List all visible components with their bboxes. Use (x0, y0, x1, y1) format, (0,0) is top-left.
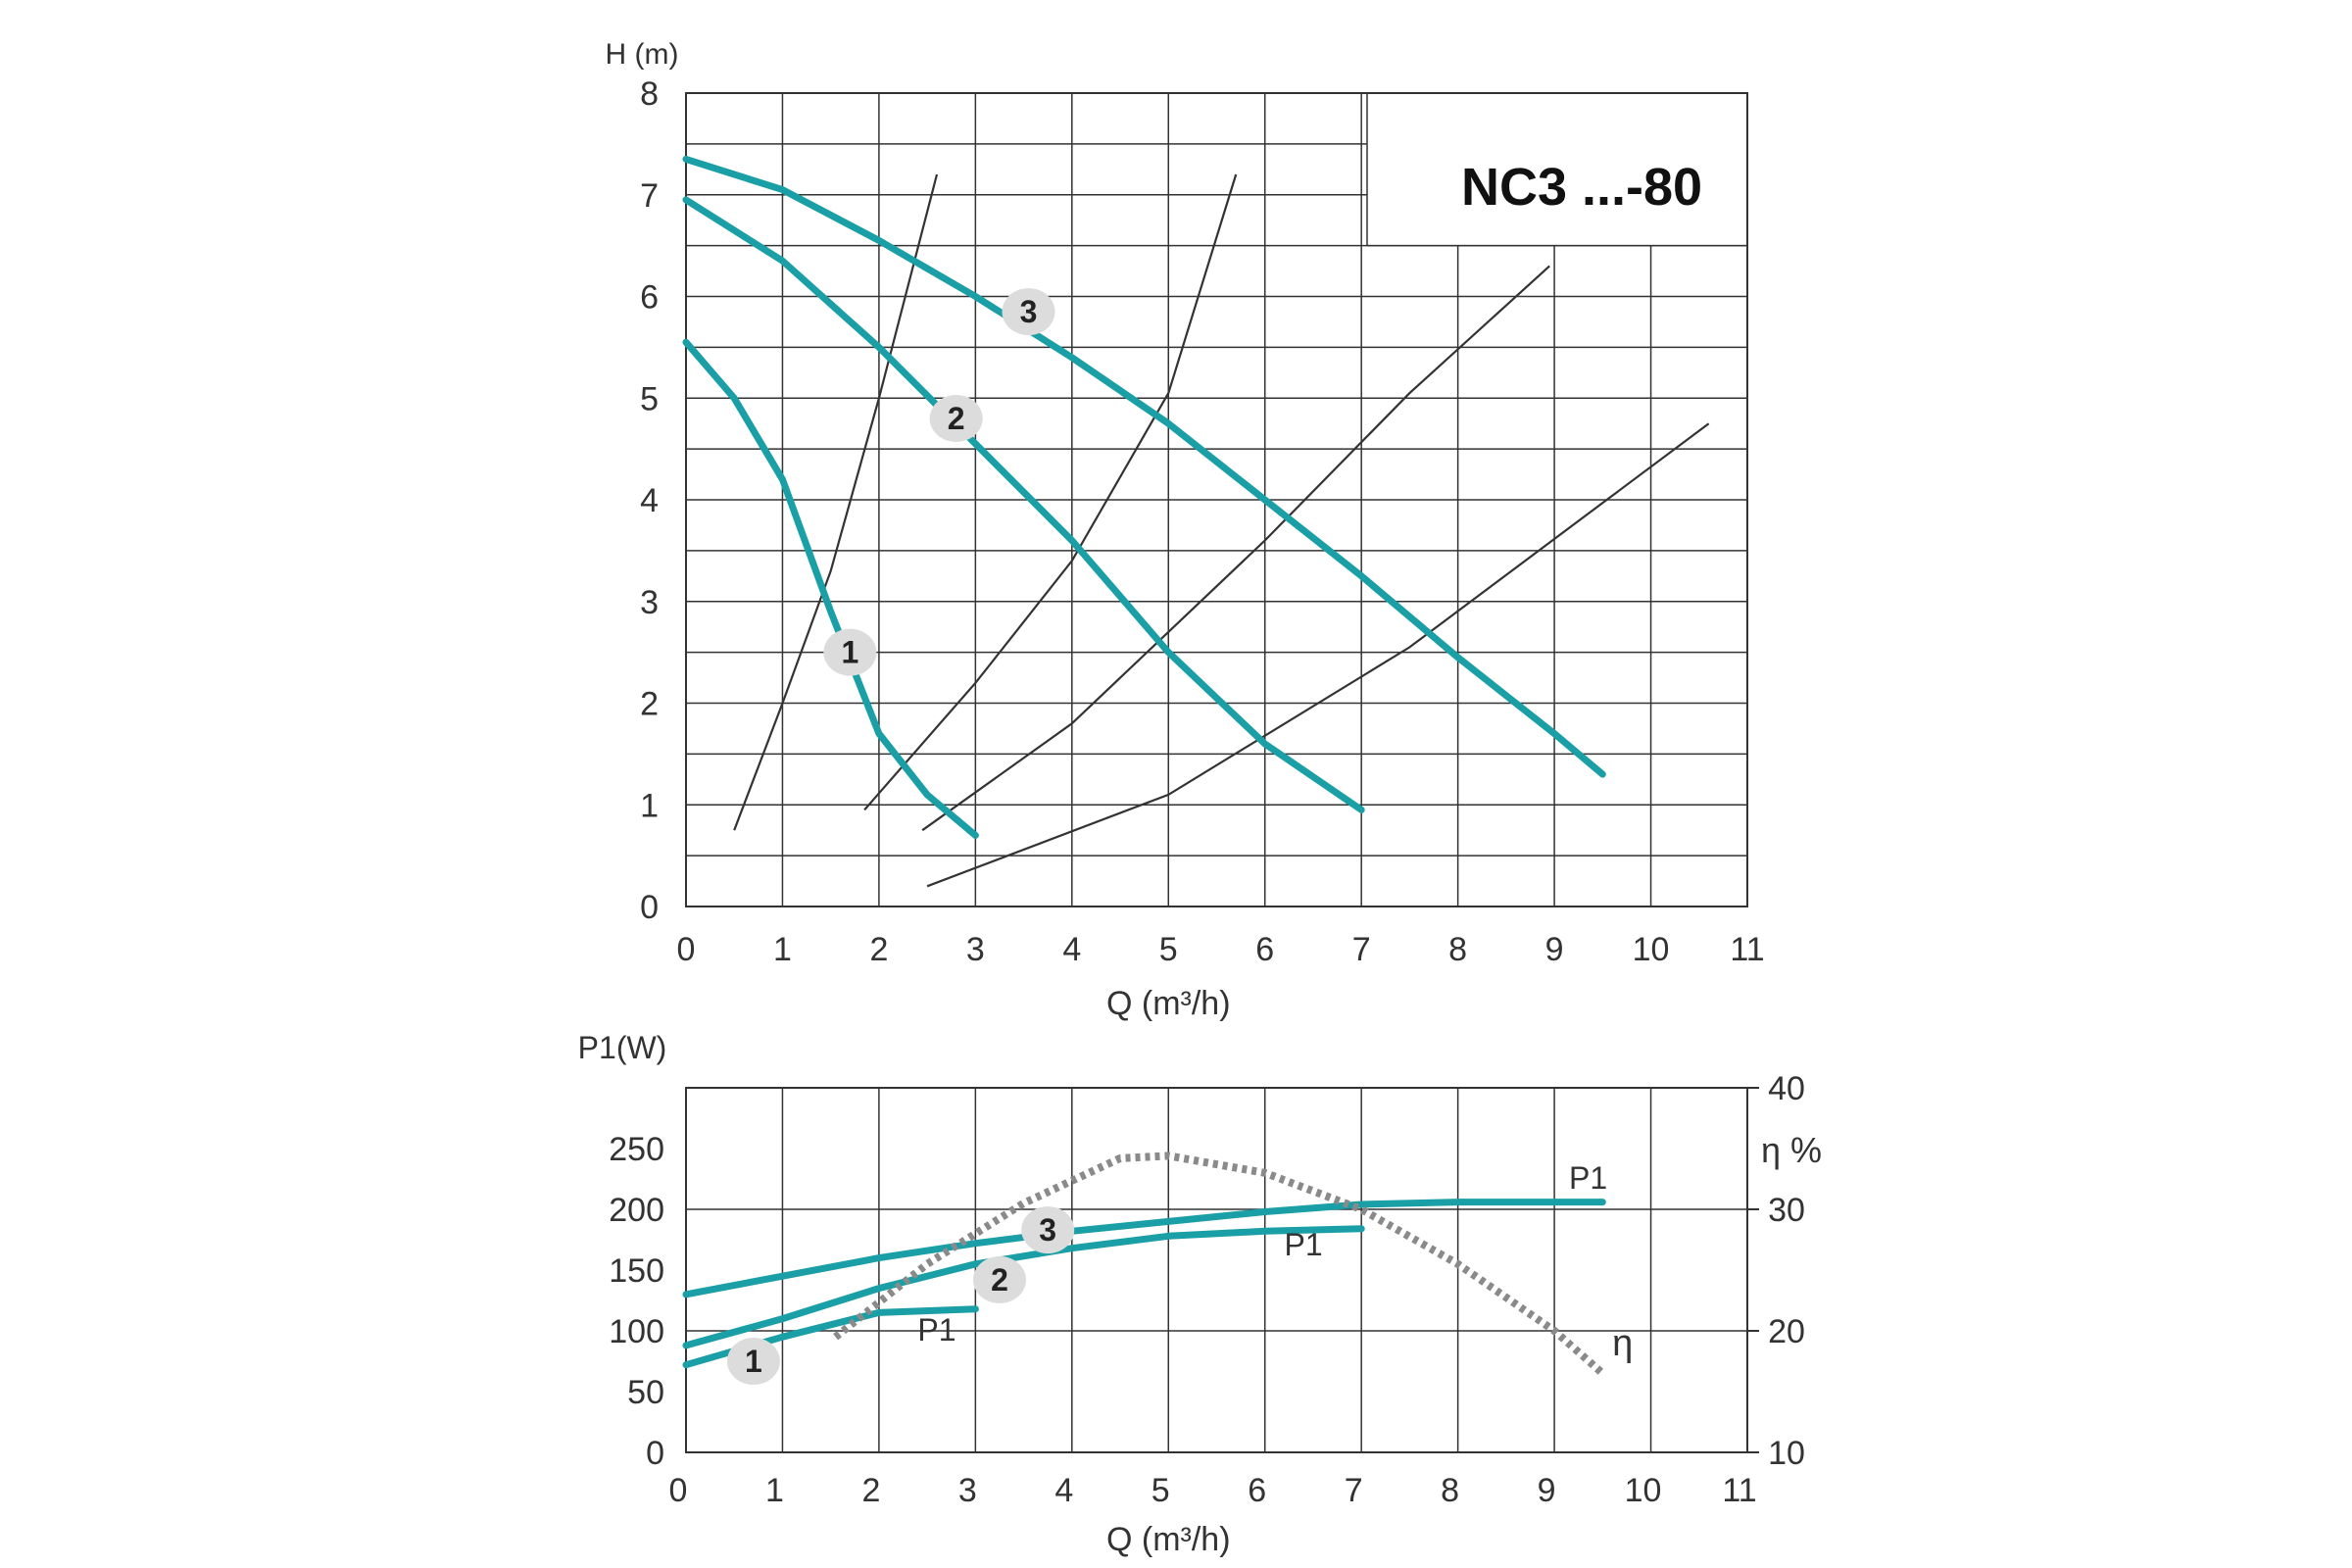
x-tick-label: 0 (677, 931, 696, 968)
power-chart-right-ticks: 10 20 30 40 (1768, 1070, 1805, 1472)
x-tick-label: 3 (958, 1472, 977, 1509)
y-tick-label: 6 (640, 279, 659, 317)
x-tick-label: 0 (669, 1472, 688, 1509)
power-chart-x-ticks: 0 1 2 3 4 5 6 7 8 9 10 11 (669, 1472, 1757, 1509)
power-curve-badge-2-circle (972, 1255, 1026, 1303)
power-curve-label: P1 (917, 1312, 956, 1348)
y-tick-label: 100 (609, 1313, 664, 1350)
power-chart-badges: 1 23 (726, 1206, 1075, 1385)
head-chart-y-ticks: 0 1 2 3 4 5 6 7 8 (640, 75, 659, 926)
y-tick-label: 0 (640, 889, 659, 926)
power-curve-2 (682, 1225, 1365, 1349)
efficiency-curve-label: η (1612, 1323, 1633, 1364)
power-curve-3 (682, 1199, 1606, 1298)
right-tick-label: 40 (1768, 1070, 1805, 1107)
x-tick-label: 11 (1722, 1472, 1756, 1509)
y-tick-label: 7 (640, 177, 659, 215)
system-curve (733, 173, 939, 831)
y-tick-label: 250 (609, 1131, 664, 1168)
pump-curve-badge-2-circle (929, 395, 983, 442)
y-tick-label: 200 (609, 1192, 664, 1229)
x-tick-label: 1 (773, 931, 792, 968)
power-curve-label: P1 (1569, 1160, 1607, 1196)
x-tick-label: 5 (1152, 1472, 1170, 1509)
pump-curve-badge-3-circle (1002, 288, 1055, 336)
right-tick-label: 10 (1768, 1435, 1805, 1472)
pump-curve-badge-1-text: 1 (841, 635, 858, 670)
head-chart-x-label: Q (m³/h) (1106, 985, 1231, 1022)
y-tick-label: 5 (640, 380, 659, 417)
x-tick-label: 3 (966, 931, 985, 968)
y-tick-label: 4 (640, 482, 659, 519)
pump-curve-2 (682, 196, 1365, 813)
power-curve-badge-3-circle (1021, 1206, 1075, 1254)
power-chart-right-label: η % (1761, 1130, 1822, 1170)
pump-curve-3 (682, 155, 1606, 778)
right-tick-label: 20 (1768, 1313, 1805, 1350)
x-tick-label: 9 (1545, 931, 1564, 968)
power-curve-badge-2-text: 2 (991, 1262, 1008, 1298)
power-chart-y-label: P1(W) (578, 1030, 667, 1065)
pump-curve-badge-1-circle (823, 628, 877, 676)
x-tick-label: 9 (1538, 1472, 1556, 1509)
x-tick-label: 10 (1633, 931, 1670, 968)
power-curve-label: P1 (1285, 1227, 1323, 1262)
x-tick-label: 2 (869, 931, 888, 968)
head-chart-badges: 1 2 3 (823, 288, 1055, 676)
x-tick-label: 6 (1248, 1472, 1266, 1509)
model-title-box (1368, 94, 1746, 245)
system-curve (926, 422, 1710, 888)
model-title: NC3 ...-80 (1461, 158, 1702, 217)
pump-curve-badge-3-text: 3 (1020, 294, 1038, 329)
x-tick-label: 2 (861, 1472, 880, 1509)
x-tick-label: 10 (1625, 1472, 1662, 1509)
head-chart-y-label: H (m) (606, 38, 679, 71)
efficiency-curve (833, 1152, 1605, 1377)
y-tick-label: 50 (627, 1374, 664, 1411)
x-tick-label: 4 (1062, 931, 1081, 968)
system-curve (921, 265, 1550, 832)
x-tick-label: 8 (1448, 931, 1467, 968)
head-chart-x-ticks: 0 1 2 3 4 5 6 7 8 9 10 11 (677, 931, 1765, 968)
x-tick-label: 6 (1255, 931, 1274, 968)
y-tick-label: 8 (640, 75, 659, 113)
power-chart-grid (685, 1087, 1759, 1453)
power-chart-curves: P1 P1 P1 η (682, 1152, 1633, 1377)
head-chart: NC3 ...-80 123 0 1 2 3 4 5 6 7 8 9 10 11 012345678 … (606, 38, 1765, 1022)
y-tick-label: 3 (640, 584, 659, 621)
power-curve-badge-1-text: 1 (745, 1344, 762, 1379)
y-tick-label: 150 (609, 1252, 664, 1290)
x-tick-label: 11 (1730, 931, 1764, 968)
y-tick-label: 0 (646, 1435, 664, 1472)
x-tick-label: 7 (1345, 1472, 1363, 1509)
right-tick-label: 30 (1768, 1192, 1805, 1229)
x-tick-label: 4 (1054, 1472, 1073, 1509)
x-tick-label: 7 (1352, 931, 1371, 968)
head-chart-curves (682, 155, 1710, 888)
y-tick-label: 2 (640, 686, 659, 723)
power-chart-plot-area (685, 1087, 1748, 1453)
power-curve-badge-3-text: 3 (1039, 1212, 1056, 1248)
system-curve (863, 173, 1238, 811)
power-curve-badge-1-circle (726, 1338, 780, 1385)
y-tick-label: 1 (640, 787, 659, 824)
power-chart-y-ticks: 0 50 100 150 200 250 (609, 1131, 664, 1472)
x-tick-label: 1 (765, 1472, 784, 1509)
power-chart-x-label: Q (m³/h) (1106, 1521, 1231, 1558)
pump-curve-1 (682, 338, 979, 839)
x-tick-label: 5 (1159, 931, 1178, 968)
pump-curve-badge-2-text: 2 (948, 401, 965, 436)
x-tick-label: 8 (1441, 1472, 1459, 1509)
